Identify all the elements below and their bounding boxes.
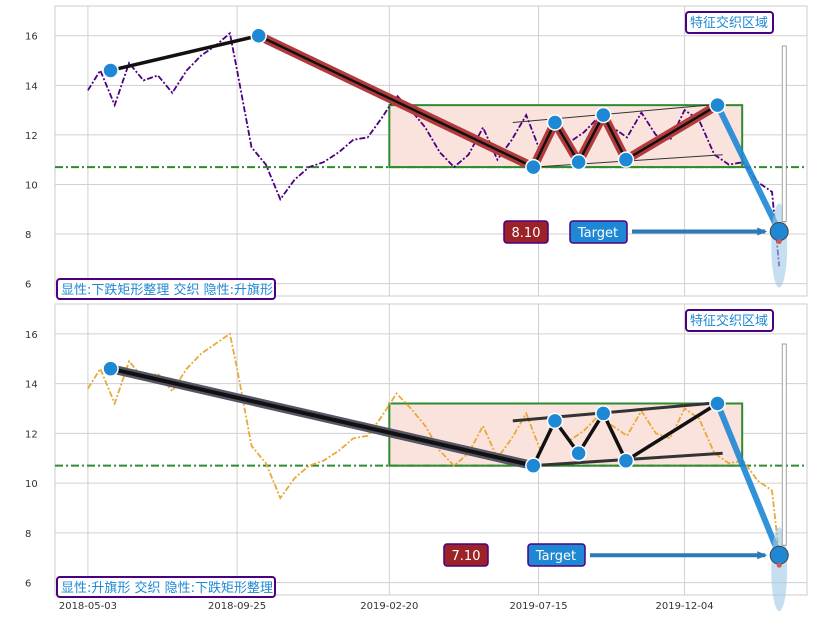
bottom-panel: 6 8 10 12 14 16 显性:升旗形 交织 隐性:下跌矩形整理 特征交织区域 7.… [25,303,808,612]
pattern-point-marker [709,395,726,412]
x-tick-label: 2019-02-20 [360,601,418,612]
bottom-target-name-text: Target [535,549,576,564]
top-annotation: 显性:下跌矩形整理 交织 隐性:升旗形 [56,278,276,300]
target-dot [776,239,782,245]
pattern-segment [110,34,260,73]
bottom-target-name-box [527,543,586,567]
pattern-segment [258,34,534,169]
pattern-point-marker [709,96,726,114]
price-line [87,332,781,556]
y-tick-label: 16 [25,330,38,341]
target-marker [769,545,789,565]
top-y-ticks: 6 8 10 12 14 16 [25,32,38,291]
breakout-projection-line [714,402,783,557]
y-tick-label: 10 [25,180,38,191]
top-target-name-text: Target [577,226,618,241]
pattern-point-marker [595,106,612,124]
top-target-value-text: 8.10 [512,226,541,241]
pattern-segment [110,366,534,468]
bottom-annotation-box [56,576,276,598]
pattern-segment [602,114,628,161]
pattern-segment [577,114,605,163]
pattern-point-marker [617,452,635,469]
top-panel: 6 8 10 12 14 16 显性:下跌矩形整理 交织 隐性:升旗形 特征交织区域 8.… [25,5,808,300]
bottom-zone-label: 特征交织区域 [685,309,774,332]
pattern-point-marker [546,114,564,131]
pattern-point-marker [525,158,542,176]
pattern-point-marker [102,62,119,79]
target-marker [769,222,789,242]
pattern-segment [625,104,719,161]
top-target-name-box [569,220,628,244]
bottom-target-value-label: 7.10 [443,543,489,567]
bottom-target-name-label: Target [527,543,586,567]
pattern-point-marker [525,457,542,474]
x-tick-label: 2018-05-03 [59,601,117,612]
top-pattern-lines [102,27,782,233]
x-tick-label: 2018-09-25 [208,601,266,612]
target-range-bar [781,343,787,546]
pattern-segment [531,420,557,467]
x-tick-label: 2019-07-15 [509,601,567,612]
target-arrow-head [757,551,768,560]
x-axis-ticks: 2018-05-03 2018-09-25 2019-02-20 2019-07-15… [59,601,714,612]
y-tick-label: 14 [25,380,38,391]
top-target-name-label: Target [569,220,628,244]
y-tick-label: 12 [25,429,38,440]
top-zone-label: 特征交织区域 [685,11,774,34]
pattern-point-marker [595,405,612,422]
bottom-target-value-box [443,543,489,567]
pattern-point-marker [617,151,635,168]
y-tick-label: 8 [25,230,31,241]
bottom-zone-label-box [685,309,774,332]
pattern-segment [625,402,719,463]
breakout-projection-line [714,103,782,233]
x-tick-label: 2019-12-04 [656,601,714,612]
y-tick-label: 6 [25,579,31,590]
bottom-pattern-lines [102,360,783,557]
bottom-zone-label-text: 特征交织区域 [690,313,768,329]
bottom-annotation-text: 显性:升旗形 交织 隐性:下跌矩形整理 [61,580,273,596]
pattern-point-marker [570,153,587,171]
y-tick-label: 10 [25,479,38,490]
bottom-target-value-text: 7.10 [452,549,481,564]
pattern-point-marker [570,444,587,462]
top-target-value-box [503,220,549,244]
pattern-point-marker [546,412,564,430]
pattern-point-marker [102,360,119,377]
bottom-annotation: 显性:升旗形 交织 隐性:下跌矩形整理 [56,576,276,598]
target-arrow-head [757,227,768,236]
top-zone-label-box [685,11,774,34]
top-target-group [632,45,789,288]
pattern-segment [601,412,628,462]
y-tick-label: 14 [25,81,38,92]
y-tick-label: 8 [25,529,31,540]
bottom-target-group [590,343,789,612]
top-annotation-text: 显性:下跌矩形整理 交织 隐性:升旗形 [61,282,273,298]
y-tick-label: 16 [25,32,38,43]
y-tick-label: 12 [25,131,38,142]
top-target-value-label: 8.10 [503,220,549,244]
target-range-bar [781,45,787,222]
pattern-segment [532,121,557,168]
pattern-point-marker [250,27,267,44]
y-tick-label: 6 [25,280,31,291]
target-dot [776,562,782,568]
top-zone-label-text: 特征交织区域 [690,15,768,31]
bottom-y-ticks: 6 8 10 12 14 16 [25,330,38,590]
bottom-price-series [87,332,781,556]
top-annotation-box [56,278,276,300]
